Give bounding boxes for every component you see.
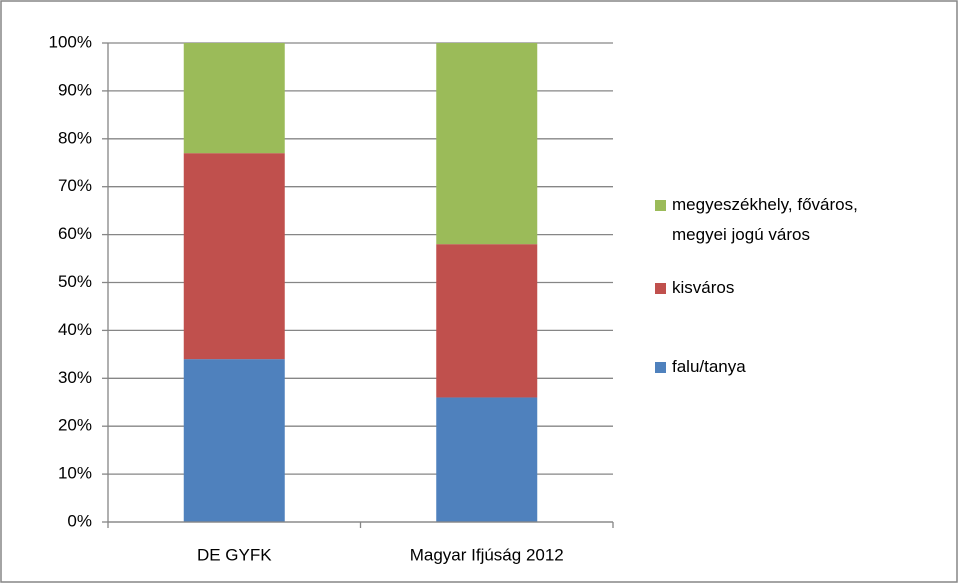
legend-swatch xyxy=(655,362,666,373)
y-tick-label: 80% xyxy=(58,128,92,147)
legend-item: falu/tanya xyxy=(655,352,912,382)
bar-segment xyxy=(183,153,285,360)
legend-swatch xyxy=(655,283,666,294)
legend-label: falu/tanya xyxy=(672,357,746,376)
y-tick-label: 0% xyxy=(67,511,92,530)
legend-item: megyeszékhely, főváros, megyei jogú váro… xyxy=(655,190,912,250)
y-tick-label: 90% xyxy=(58,80,92,99)
x-tick-label: DE GYFK xyxy=(197,545,272,564)
y-tick-label: 20% xyxy=(58,416,92,435)
legend-label: megyeszékhely, főváros, megyei jogú váro… xyxy=(672,195,858,244)
y-tick-label: 100% xyxy=(49,32,92,51)
y-tick-label: 10% xyxy=(58,464,92,483)
legend-item: kisváros xyxy=(655,273,912,303)
legend-label: kisváros xyxy=(672,278,735,297)
y-tick-label: 60% xyxy=(58,224,92,243)
bar-segment xyxy=(436,43,538,245)
legend-swatch xyxy=(655,200,666,211)
bar-segment xyxy=(183,359,285,522)
bar-segment xyxy=(436,244,538,398)
y-tick-label: 30% xyxy=(58,368,92,387)
y-tick-label: 50% xyxy=(58,272,92,291)
y-tick-label: 70% xyxy=(58,176,92,195)
x-tick-label: Magyar Ifjúság 2012 xyxy=(410,545,564,564)
bar-segment xyxy=(183,43,285,154)
y-tick-label: 40% xyxy=(58,320,92,339)
bar-segment xyxy=(436,397,538,522)
